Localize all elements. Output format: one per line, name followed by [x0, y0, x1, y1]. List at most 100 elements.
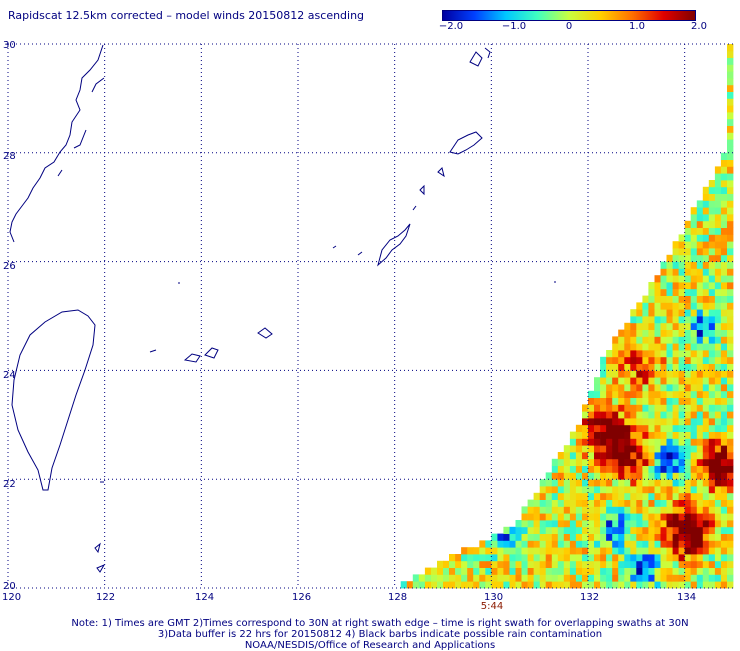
wind-cell [563, 533, 571, 541]
wind-cell [727, 214, 734, 222]
wind-cell [563, 472, 571, 480]
wind-cell [630, 554, 637, 562]
wind-cell [702, 186, 710, 194]
wind-cell [642, 384, 649, 392]
wind-cell [588, 554, 595, 562]
wind-cell [636, 363, 643, 371]
wind-cell [618, 343, 625, 351]
wind-cell [624, 533, 631, 541]
wind-cell [714, 370, 722, 378]
lat-label-28: 28 [3, 151, 16, 162]
wind-cell [714, 431, 722, 439]
wind-cell [702, 465, 710, 473]
wind-cell [690, 377, 698, 385]
wind-cell [654, 465, 661, 473]
wind-cell [642, 547, 649, 555]
wind-cell [720, 554, 728, 562]
wind-cell [630, 350, 637, 358]
wind-cell [648, 547, 655, 555]
wind-cell [612, 554, 619, 562]
wind-cell [557, 540, 565, 548]
wind-cell [648, 370, 655, 378]
wind-cell [654, 343, 661, 351]
wind-cell [569, 533, 577, 541]
wind-cell [727, 282, 734, 290]
wind-cell [714, 350, 722, 358]
wind-cell [606, 452, 613, 460]
wind-cell [569, 499, 577, 507]
wind-cell [678, 554, 685, 562]
wind-cell [648, 492, 655, 500]
wind-cell [636, 499, 643, 507]
wind-cell [527, 560, 534, 568]
wind-cell [630, 329, 637, 337]
wind-cell [648, 322, 655, 330]
wind-cell [582, 492, 589, 500]
wind-cell [720, 261, 728, 269]
wind-cell [660, 506, 667, 514]
wind-cell [678, 329, 685, 337]
wind-cell [702, 492, 710, 500]
wind-cell [624, 554, 631, 562]
wind-cell [690, 234, 698, 242]
wind-cell [727, 78, 734, 86]
wind-cell [588, 520, 595, 528]
wind-cell [648, 560, 655, 568]
wind-cell [727, 377, 734, 385]
wind-cell [727, 180, 734, 188]
wind-cell [527, 533, 534, 541]
wind-cell [630, 560, 637, 568]
wind-cell [696, 295, 704, 303]
wind-cell [708, 411, 716, 419]
wind-cell [714, 254, 722, 262]
wind-cell [521, 520, 528, 528]
wind-cell [600, 581, 607, 589]
wind-cell [582, 499, 589, 507]
wind-cell [678, 520, 685, 528]
wind-cell [660, 540, 667, 548]
wind-cell [714, 540, 722, 548]
wind-cell [727, 390, 734, 398]
wind-cell [624, 322, 631, 330]
wind-cell [714, 533, 722, 541]
wind-cell [727, 363, 734, 371]
wind-cell [708, 282, 716, 290]
wind-cell [708, 499, 716, 507]
wind-cell [666, 282, 673, 290]
lon-label-126: 126 [292, 592, 312, 603]
wind-cell [727, 567, 734, 575]
wind-cell [545, 472, 553, 480]
wind-cell [545, 554, 553, 562]
wind-cell [563, 458, 571, 466]
wind-cell [575, 540, 583, 548]
wind-cell [630, 356, 637, 364]
wind-cell [575, 567, 583, 575]
wind-cell [624, 404, 631, 412]
wind-cell [648, 574, 655, 582]
wind-cell [503, 567, 510, 575]
wind-cell [702, 438, 710, 446]
wind-cell [690, 458, 698, 466]
wind-cell [582, 574, 589, 582]
wind-cell [690, 465, 698, 473]
wind-cell [624, 377, 631, 385]
wind-cell [708, 207, 716, 215]
wind-cell [720, 193, 728, 201]
wind-cell [636, 377, 643, 385]
wind-cell [678, 513, 685, 521]
wind-cell [654, 329, 661, 337]
lat-label-30: 30 [3, 40, 16, 51]
wind-cell [648, 431, 655, 439]
wind-cell [660, 526, 667, 534]
wind-cell [618, 499, 625, 507]
lon-label-120: 120 [2, 592, 22, 603]
wind-cell [660, 479, 667, 487]
wind-cell [563, 486, 571, 494]
wind-cell [714, 384, 722, 392]
wind-cell [606, 350, 613, 358]
wind-cell [654, 581, 661, 589]
wind-cell [714, 295, 722, 303]
wind-cell [714, 492, 722, 500]
wind-cell [684, 431, 692, 439]
wind-cell [727, 261, 734, 269]
